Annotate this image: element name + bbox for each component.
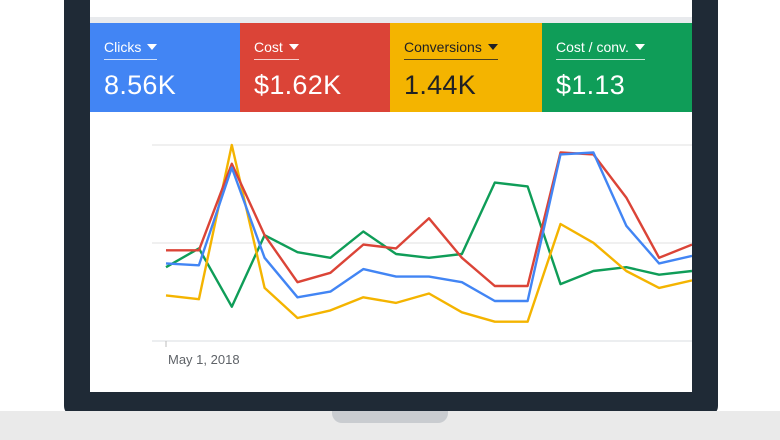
metric-selector-cost-per-conversion[interactable]: Cost / conv. bbox=[556, 39, 645, 60]
metric-card-conversions[interactable]: Conversions 1.44K bbox=[390, 23, 542, 112]
line-chart bbox=[152, 143, 692, 347]
metric-value: 1.44K bbox=[404, 70, 477, 100]
metric-selector-conversions[interactable]: Conversions bbox=[404, 39, 498, 60]
metric-value: $1.13 bbox=[556, 70, 626, 100]
metric-card-cost[interactable]: Cost $1.62K bbox=[240, 23, 390, 112]
laptop-notch bbox=[332, 411, 448, 423]
series-line-cost-conv bbox=[165, 181, 692, 308]
series-lines bbox=[165, 143, 692, 323]
metric-selector-clicks[interactable]: Clicks bbox=[104, 39, 158, 60]
x-axis-date-label: May 1, 2018 bbox=[168, 352, 240, 367]
series-line-clicks bbox=[165, 151, 692, 303]
metric-label: Cost / conv. bbox=[556, 39, 629, 55]
metric-label: Cost bbox=[254, 39, 283, 55]
performance-chart: May 1, 2018 bbox=[90, 112, 692, 392]
metric-cards: Clicks 8.56K Cost $1.62K Conversions 1.4… bbox=[90, 23, 692, 112]
dropdown-caret-icon bbox=[487, 44, 498, 50]
metric-card-clicks[interactable]: Clicks 8.56K bbox=[90, 23, 240, 112]
dropdown-caret-icon bbox=[147, 44, 158, 50]
series-line-conversions bbox=[165, 143, 692, 323]
top-bar bbox=[90, 0, 692, 23]
metric-value: 8.56K bbox=[104, 70, 177, 100]
metric-label: Conversions bbox=[404, 39, 482, 55]
series-line-cost bbox=[166, 151, 692, 288]
metric-value: $1.62K bbox=[254, 70, 342, 100]
dropdown-caret-icon bbox=[634, 44, 645, 50]
metric-label: Clicks bbox=[104, 39, 142, 55]
metric-card-cost-per-conversion[interactable]: Cost / conv. $1.13 bbox=[542, 23, 692, 112]
metric-selector-cost[interactable]: Cost bbox=[254, 39, 299, 60]
dropdown-caret-icon bbox=[288, 44, 299, 50]
laptop-screen: Clicks 8.56K Cost $1.62K Conversions 1.4… bbox=[90, 0, 692, 392]
